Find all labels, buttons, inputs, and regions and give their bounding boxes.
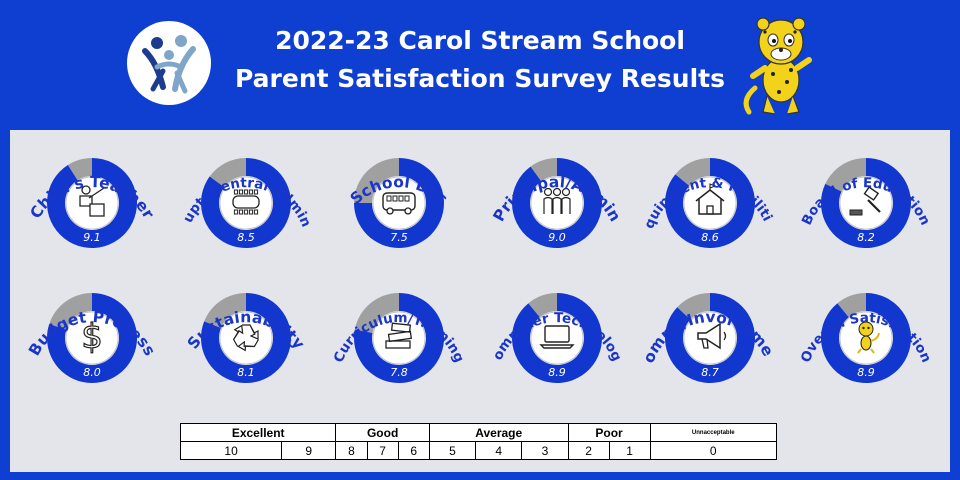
legend-score: 5 [428,441,477,460]
dollar-icon: $ [81,316,104,357]
donut-remainder-segment [675,158,710,186]
donut-score-segment [201,158,292,248]
title-line-2: Parent Satisfaction Survey Results [235,64,725,93]
donut-remainder-segment [209,158,246,188]
title-line-1: 2022-23 Carol Stream School [275,26,685,55]
donut-score-segment [47,293,138,384]
gavel-icon [849,186,881,216]
donut-score-segment [821,293,912,384]
donut-score-segment [47,158,138,248]
donut-value-label: 8.7 [701,366,719,379]
legend-band: Average [428,423,569,442]
donut-center [683,311,737,365]
donut-value-label: 8.6 [701,231,719,244]
donut-score-segment [821,158,911,248]
legend-score: 0 [649,441,778,460]
donut-score-segment [201,293,292,383]
bus-icon [382,192,416,215]
donut-remainder-segment [204,293,246,329]
donut-center [372,176,426,230]
donut-score-segment [354,293,445,383]
donut-remainder-segment [67,158,92,181]
svg-text:$: $ [81,317,103,357]
donut-center [372,311,426,365]
donut-center [530,176,584,230]
people-group-icon [543,187,571,214]
donut-remainder-segment [354,293,399,333]
donut-center [65,311,119,365]
donut-value-label: 8.2 [857,231,875,244]
donut-value-label: 8.0 [83,366,101,379]
donut-score-segment [512,158,602,249]
school-building-icon [695,183,725,215]
donut-remainder-segment [528,293,557,318]
results-panel [10,130,950,472]
donut-center [219,311,273,365]
legend-score-row: 10 9 8 7 6 5 4 3 2 1 0 [179,441,778,460]
megaphone-icon [697,322,727,350]
legend-band: Unnacceptable [649,423,778,442]
district-logo [127,21,211,105]
donut-score-segment [665,158,756,249]
donut-center [219,176,273,230]
legend-band: Poor [567,423,651,442]
donut-center [530,311,584,365]
donut-score-segment [354,158,444,248]
donut-value-label: 8.9 [548,366,566,379]
teacher-icon [79,185,105,217]
laptop-icon [539,325,575,349]
donut-value-label: 8.9 [857,366,875,379]
legend-score: 9 [281,441,337,460]
donut-value-label: 9.1 [83,231,101,244]
legend-score: 7 [366,441,399,460]
legend-score: 2 [567,441,610,460]
legend-band-row: Excellent Good Average Poor Unnacceptable [179,423,778,442]
legend-score: 8 [335,441,368,460]
books-icon [385,322,413,349]
donut-remainder-segment [677,293,710,320]
legend-score: 1 [608,441,651,460]
donut-remainder-segment [825,158,866,192]
donut-center [839,176,893,230]
people-logo-icon [142,35,196,94]
mascot-icon [857,321,880,354]
leopard-mascot-icon [743,17,812,115]
donut-score-segment [512,293,603,384]
donut-value-label: 7.8 [390,366,408,379]
legend-band: Good [335,423,430,442]
leopard-mascot [735,10,825,120]
header: 2022-23 Carol Stream School Parent Satis… [0,0,960,128]
donut-center [683,176,737,230]
rating-scale-legend: Excellent Good Average Poor Unnacceptable 10… [179,423,778,460]
legend-score: 10 [179,441,283,460]
donut-score-segment [665,293,756,384]
donut-value-label: 8.1 [237,366,255,379]
donut-remainder-segment [837,293,866,318]
donut-remainder-segment [354,158,399,203]
recycle-icon [232,324,259,352]
page-title: 2022-23 Carol Stream School Parent Satis… [200,22,760,98]
legend-band: Excellent [179,423,337,442]
conference-table-icon [232,189,260,215]
donut-value-label: 7.5 [390,231,408,244]
donut-value-label: 8.5 [237,231,255,244]
donut-value-label: 9.0 [548,231,566,244]
legend-score: 3 [521,441,569,460]
legend-score: 6 [397,441,430,460]
donut-remainder-segment [49,293,92,330]
donut-remainder-segment [530,158,557,182]
legend-score: 4 [475,441,523,460]
